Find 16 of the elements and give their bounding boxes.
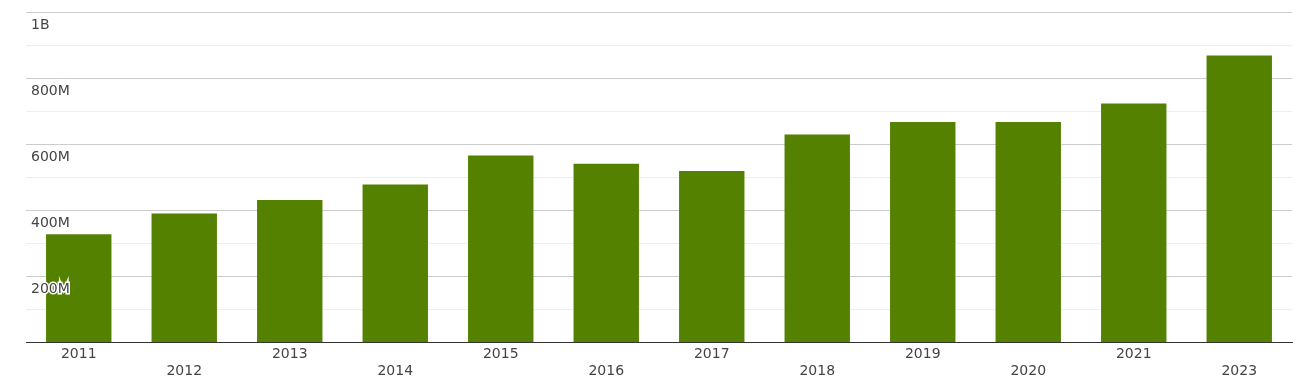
y-tick-label: 1B bbox=[31, 15, 50, 32]
x-tick-label: 2013 bbox=[271, 345, 308, 362]
x-tick-label: 2012 bbox=[166, 362, 203, 379]
x-tick-label: 2020 bbox=[1010, 362, 1047, 379]
x-tick-label: 2011 bbox=[60, 345, 97, 362]
x-tick-label: 2023 bbox=[1221, 362, 1258, 379]
y-tick-label: 800M bbox=[31, 81, 70, 98]
x-tick-label: 2015 bbox=[482, 345, 519, 362]
x-tick-label: 2021 bbox=[1115, 345, 1152, 362]
y-tick-label: 400M bbox=[31, 213, 70, 230]
x-tick-label: 2014 bbox=[377, 362, 414, 379]
x-tick-label: 2017 bbox=[693, 345, 730, 362]
x-tick-label: 2019 bbox=[904, 345, 941, 362]
x-tick-label: 2018 bbox=[799, 362, 836, 379]
x-tick-label: 2016 bbox=[588, 362, 625, 379]
y-tick-label: 600M bbox=[31, 147, 70, 164]
